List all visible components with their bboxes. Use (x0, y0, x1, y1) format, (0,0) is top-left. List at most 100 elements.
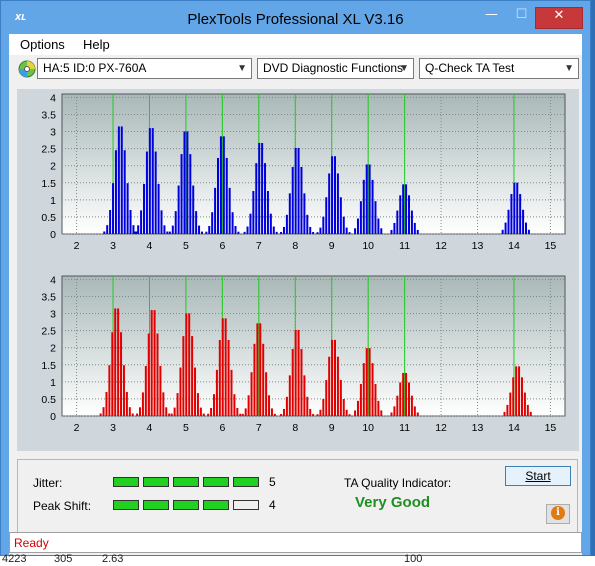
histogram-bar (261, 142, 264, 234)
histogram-bar (519, 194, 522, 234)
histogram-bar (207, 413, 210, 416)
histogram-bar (151, 128, 154, 234)
histogram-bar (160, 210, 163, 234)
minimize-button[interactable]: — (485, 7, 498, 22)
histogram-bar (233, 394, 236, 416)
ta-quality-value: Very Good (355, 494, 431, 511)
histogram-bar (393, 222, 396, 234)
meter-segment (173, 477, 199, 487)
histogram-bar (189, 154, 192, 234)
histogram-bar (132, 225, 135, 234)
histogram-bar (312, 413, 315, 416)
info-button[interactable]: i (546, 504, 570, 524)
histogram-bar (168, 413, 171, 416)
histogram-bar (195, 211, 198, 234)
histogram-bar (336, 173, 339, 234)
histogram-bar (125, 391, 128, 416)
meter-segment (233, 477, 259, 487)
histogram-bar (273, 413, 276, 416)
histogram-bar (227, 339, 230, 416)
histogram-bar (410, 395, 413, 416)
histogram-bar (312, 231, 315, 234)
histogram-bar (143, 183, 146, 234)
histogram-bar (342, 399, 345, 416)
histogram-bar (515, 366, 518, 416)
histogram-bar (243, 231, 246, 234)
x-tick-label: 15 (545, 422, 557, 434)
histogram-bar (265, 372, 268, 416)
histogram-bar (399, 195, 402, 234)
histogram-bar (140, 210, 143, 234)
histogram-bar (503, 411, 506, 416)
histogram-bar (154, 151, 157, 234)
function-select[interactable]: DVD Diagnostic Functions ▼ (257, 58, 414, 79)
y-tick-label: 3 (50, 309, 56, 321)
histogram-bar (108, 365, 111, 416)
plot-background (61, 93, 566, 235)
histogram-bar (171, 225, 174, 234)
histogram-bar (359, 201, 362, 234)
histogram-bar (166, 231, 169, 234)
x-tick-label: 12 (435, 240, 447, 252)
histogram-bar (390, 229, 393, 234)
histogram-bar (185, 313, 188, 416)
histogram-bar (234, 225, 237, 234)
start-button[interactable]: Start (505, 466, 571, 486)
chevron-down-icon: ▼ (564, 63, 574, 74)
histogram-bar (300, 166, 303, 234)
meter-segment (173, 500, 199, 510)
histogram-bar (402, 372, 405, 416)
peak-shift-score: 4 (269, 498, 276, 512)
histogram-bar (297, 329, 300, 416)
histogram-bar (269, 213, 272, 234)
histogram-bar (252, 191, 255, 234)
menu-options[interactable]: Options (20, 37, 65, 52)
maximize-button[interactable]: ☐ (515, 7, 528, 22)
test-select-value: Q-Check TA Test (425, 61, 515, 75)
histogram-bar (291, 166, 294, 234)
menu-help[interactable]: Help (83, 37, 110, 52)
histogram-bar (114, 308, 117, 416)
histogram-bar (322, 216, 325, 234)
histogram-bar (180, 154, 183, 234)
y-tick-label: 1 (50, 195, 56, 207)
histogram-bar (194, 367, 197, 416)
histogram-bar (247, 395, 250, 416)
histogram-bar (259, 323, 262, 416)
x-tick-label: 5 (183, 422, 189, 434)
histogram-bar (316, 232, 319, 234)
histogram-bar (202, 413, 205, 416)
ta-quality-label: TA Quality Indicator: (344, 476, 452, 490)
y-tick-label: 0.5 (41, 394, 56, 406)
histogram-bar (145, 151, 148, 234)
histogram-bar (280, 413, 283, 416)
histogram-bar (319, 409, 322, 416)
jitter-score: 5 (269, 475, 276, 489)
histogram-bar (208, 225, 211, 234)
histogram-bar (362, 363, 365, 416)
peak-shift-label: Peak Shift: (33, 499, 92, 513)
x-tick-label: 3 (110, 422, 116, 434)
histogram-bar (524, 222, 527, 234)
histogram-bar (144, 365, 147, 416)
histogram-bar (520, 377, 523, 416)
histogram-bar (294, 329, 297, 416)
histogram-bar (117, 126, 120, 234)
histogram-bar (196, 393, 199, 416)
histogram-bar (396, 210, 399, 234)
x-tick-label: 9 (329, 422, 335, 434)
histogram-bar (182, 336, 185, 416)
peak-shift-histogram-chart: 0 0.5 1 1.5 2 2.5 3 3.5 4 2 3 4 5 6 7 8 9 10 11 12 13 14 15 (41, 274, 566, 434)
close-button[interactable]: ✕ (535, 7, 583, 29)
histogram-bar (230, 369, 233, 416)
histogram-bar (224, 318, 227, 416)
histogram-bar (526, 404, 529, 416)
client-area: Options Help HA:5 ID:0 PX-760A ▼ DVD Dia… (9, 34, 582, 555)
drive-select[interactable]: HA:5 ID:0 PX-760A ▼ (37, 58, 252, 79)
histogram-bar (129, 209, 132, 234)
histogram-bar (211, 212, 214, 234)
y-tick-label: 3.5 (41, 109, 56, 121)
title-bar[interactable]: XL PlexTools Professional XL V3.16 — ☐ ✕ (1, 1, 590, 35)
histogram-bar (303, 193, 306, 234)
test-select[interactable]: Q-Check TA Test ▼ (419, 58, 579, 79)
